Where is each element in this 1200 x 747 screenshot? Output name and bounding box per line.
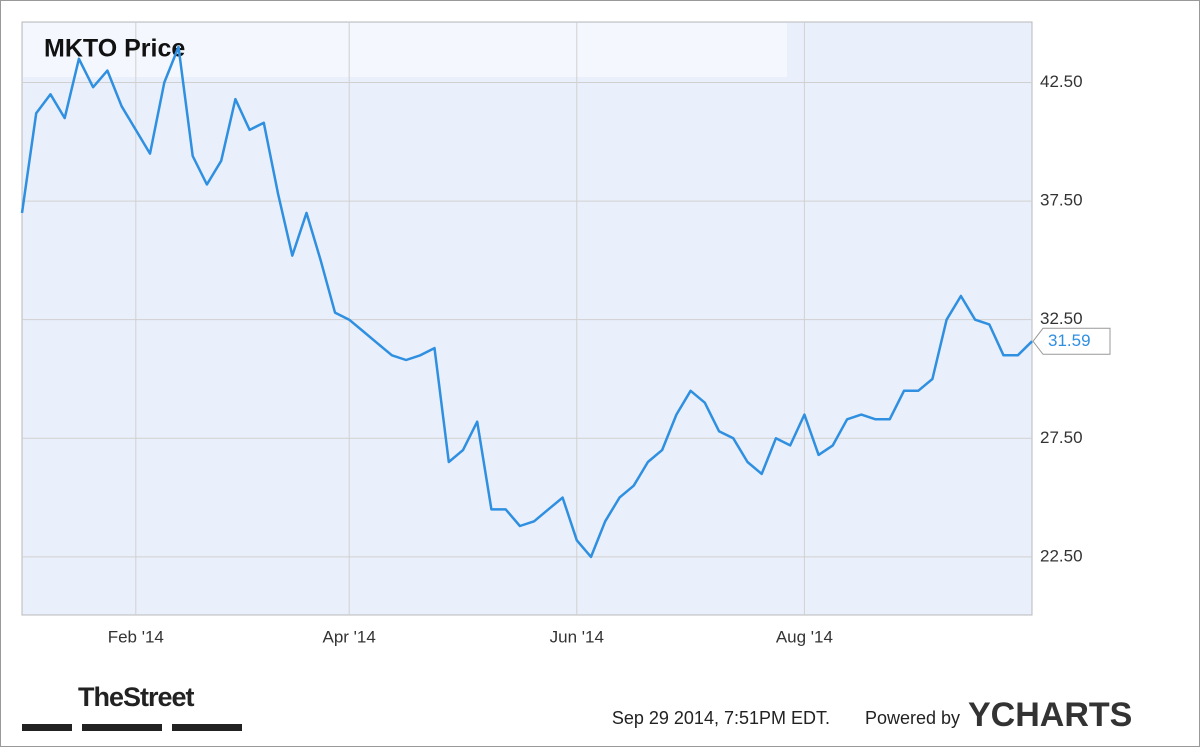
title-band: [23, 23, 787, 77]
logo-bar: [82, 724, 162, 731]
logo-bar: [22, 724, 72, 731]
powered-by: Powered by: [865, 708, 960, 728]
y-tick-label: 42.50: [1040, 72, 1083, 91]
plot-area: [21, 21, 1033, 616]
x-tick-label: Apr '14: [323, 627, 376, 646]
last-value-box: [1032, 327, 1111, 355]
x-tick-label: Jun '14: [550, 627, 604, 646]
price-line: [20, 45, 1033, 559]
last-value-label: 31.59: [1048, 331, 1091, 350]
y-tick-label: 22.50: [1040, 546, 1083, 565]
logo-bar: [172, 724, 242, 731]
y-tick-label: 27.50: [1040, 428, 1083, 447]
x-tick-label: Aug '14: [776, 627, 833, 646]
x-tick-label: Feb '14: [108, 627, 164, 646]
chart-title: MKTO Price: [44, 35, 185, 63]
y-tick-label: 32.50: [1040, 309, 1083, 328]
timestamp: Sep 29 2014, 7:51PM EDT.: [612, 708, 830, 728]
brand-logo: YCHARTS: [968, 696, 1132, 734]
y-tick-label: 37.50: [1040, 191, 1083, 210]
source-logo: TheStreet: [78, 682, 195, 712]
